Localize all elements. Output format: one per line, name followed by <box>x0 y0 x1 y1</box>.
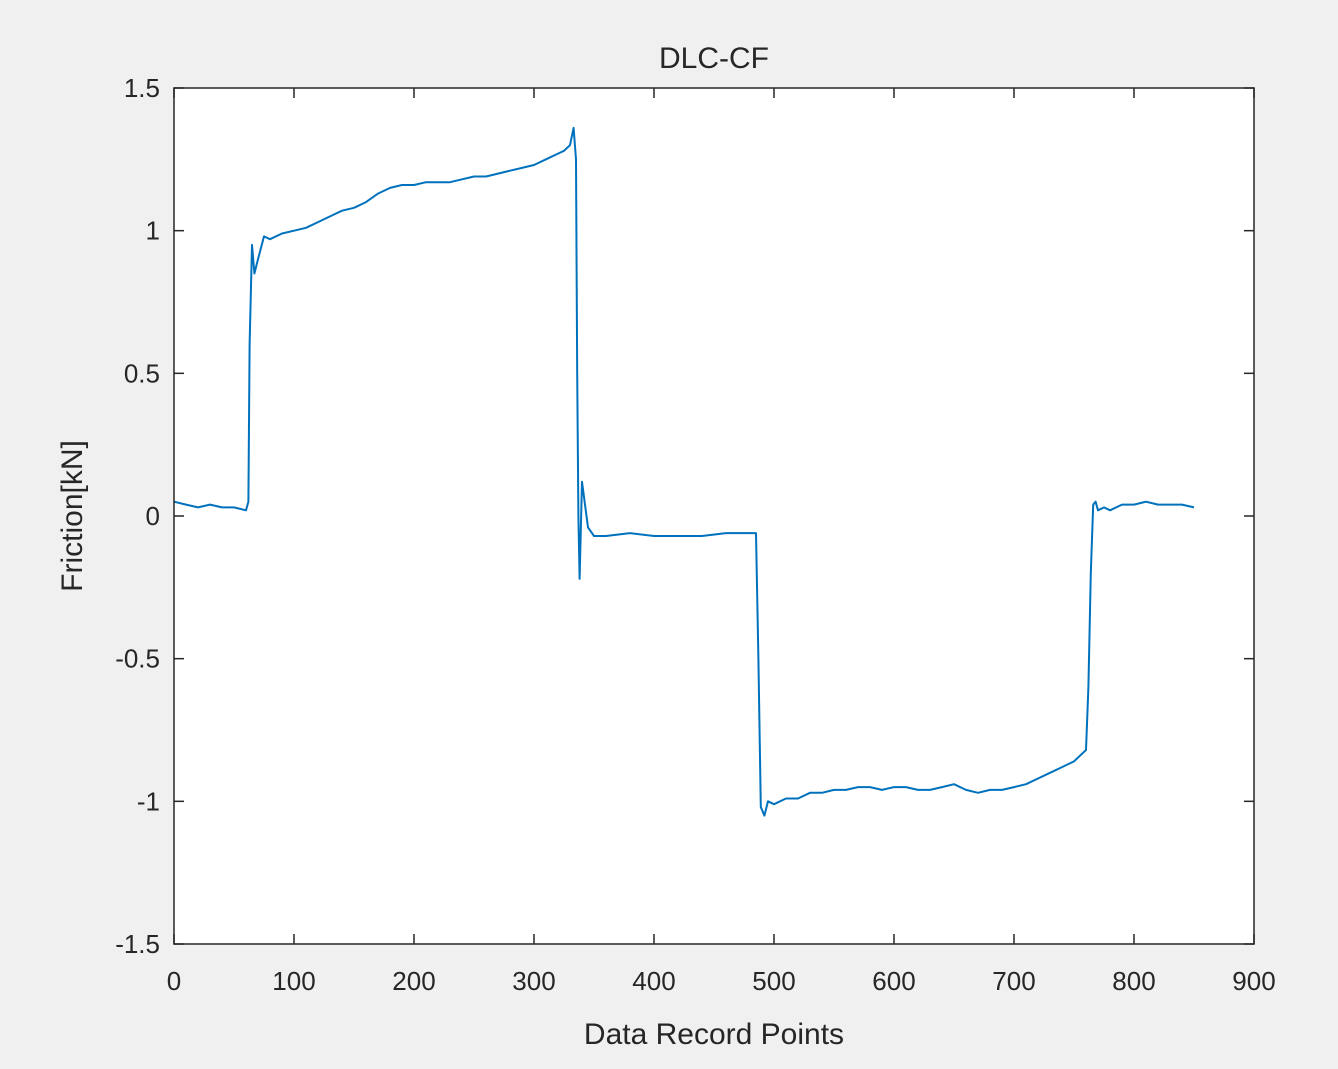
y-axis-title: Friction[kN] <box>56 440 89 592</box>
x-tick-label: 200 <box>392 966 435 996</box>
y-tick-label: -0.5 <box>115 644 160 674</box>
y-tick-labels: -1.5 -1 -0.5 0 0.5 1 1.5 <box>115 73 160 959</box>
y-tick-label: 1.5 <box>124 73 160 103</box>
x-tick-label: 800 <box>1112 966 1155 996</box>
y-tick-label: 1 <box>146 216 160 246</box>
chart-title: DLC-CF <box>659 42 769 75</box>
y-tick-label: 0.5 <box>124 358 160 388</box>
x-tick-label: 400 <box>632 966 675 996</box>
y-tick-label: -1 <box>137 786 160 816</box>
axes-background <box>174 88 1254 944</box>
x-axis-title: Data Record Points <box>584 1018 844 1051</box>
x-tick-label: 500 <box>752 966 795 996</box>
x-tick-label: 100 <box>272 966 315 996</box>
y-tick-label: 0 <box>146 501 160 531</box>
x-tick-label: 600 <box>872 966 915 996</box>
x-tick-label: 300 <box>512 966 555 996</box>
x-tick-label: 900 <box>1232 966 1275 996</box>
x-tick-label: 0 <box>167 966 181 996</box>
y-tick-label: -1.5 <box>115 929 160 959</box>
series-line <box>173 126 1195 817</box>
x-tick-label: 700 <box>992 966 1035 996</box>
x-tick-labels: 0 100 200 300 400 500 600 700 800 900 <box>167 966 1276 996</box>
axes-box <box>173 87 1255 945</box>
